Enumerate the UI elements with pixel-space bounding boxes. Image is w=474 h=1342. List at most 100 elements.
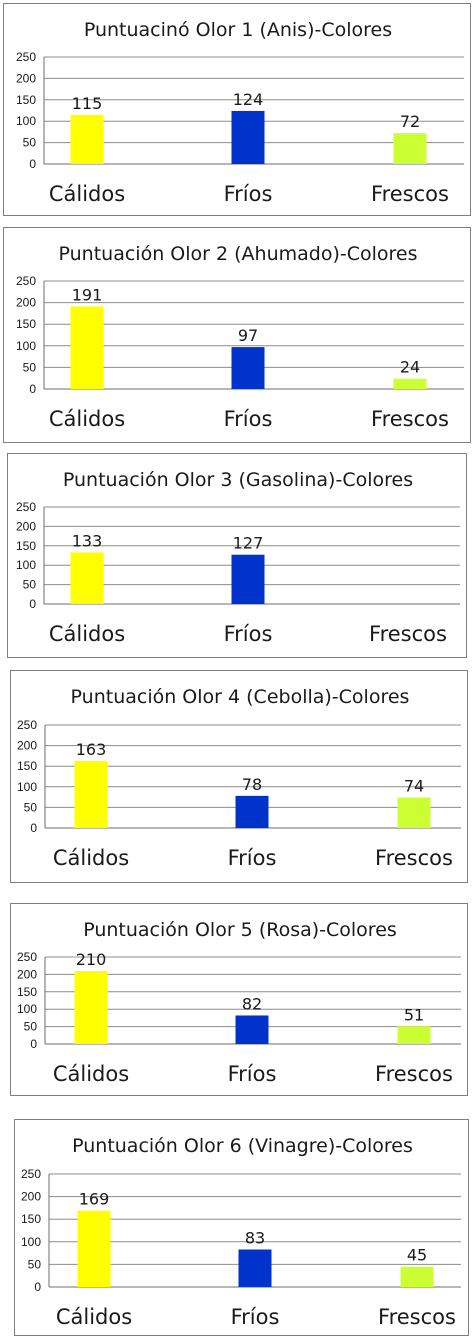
bar-0 [70, 114, 104, 164]
category-label: Fríos [224, 182, 273, 206]
y-tick-label: 150 [16, 539, 36, 553]
y-tick-label: 250 [17, 950, 37, 964]
y-tick-label: 150 [17, 985, 37, 999]
y-tick-label: 100 [16, 339, 36, 353]
category-label: Frescos [378, 1305, 456, 1329]
bar-1 [231, 347, 265, 389]
data-label: 82 [242, 994, 262, 1013]
y-tick-label: 100 [17, 1002, 37, 1016]
category-label: Fríos [231, 1305, 280, 1329]
data-label: 191 [72, 285, 103, 304]
data-label: 97 [238, 326, 258, 345]
bar-2 [397, 1026, 431, 1044]
y-tick-label: 150 [16, 317, 36, 331]
category-label: Cálidos [56, 1305, 132, 1329]
bar-chart: Puntuación Olor 6 (Vinagre)-Colores 0 50 10… [21, 1135, 461, 1329]
y-tick-label: 0 [30, 821, 37, 835]
y-tick-label: 50 [23, 360, 37, 374]
y-tick-label: 250 [16, 500, 36, 514]
y-tick-label: 200 [17, 967, 37, 981]
data-label: 169 [79, 1190, 110, 1209]
chart-title: Puntuación Olor 2 (Ahumado)-Colores [59, 243, 418, 265]
bar-1 [235, 1015, 269, 1044]
category-label: Cálidos [49, 622, 125, 646]
bar-1 [231, 554, 265, 604]
bar-0 [70, 306, 104, 389]
bar-0 [74, 760, 108, 828]
bar-0 [77, 1210, 111, 1287]
data-label: 210 [76, 950, 107, 969]
y-tick-label: 100 [16, 558, 36, 572]
y-tick-label: 50 [23, 578, 37, 592]
y-tick-label: 50 [24, 800, 38, 814]
category-label: Frescos [375, 1062, 453, 1086]
chart-title: Puntuación Olor 6 (Vinagre)-Colores [72, 1135, 413, 1157]
y-tick-label: 200 [16, 519, 36, 533]
data-label: 115 [72, 94, 103, 113]
y-tick-label: 0 [29, 382, 36, 396]
category-label: Cálidos [53, 1062, 129, 1086]
chart-title: Puntuacinó Olor 1 (Anis)-Colores [84, 19, 392, 41]
y-tick-label: 250 [16, 50, 36, 64]
bar-2 [400, 1266, 434, 1287]
category-label: Frescos [371, 407, 449, 431]
bar-2 [393, 133, 427, 164]
bar-chart: Puntuación Olor 3 (Gasolina)-Colores 0 50 1… [16, 469, 460, 646]
bar-0 [74, 970, 108, 1044]
y-tick-label: 0 [30, 1037, 37, 1051]
chart-title: Puntuación Olor 5 (Rosa)-Colores [83, 919, 397, 941]
category-label: Frescos [375, 846, 453, 870]
data-label: 45 [407, 1246, 427, 1265]
data-label: 51 [404, 1005, 424, 1024]
category-label: Frescos [369, 622, 447, 646]
bar-1 [231, 110, 265, 164]
bar-chart: Puntuación Olor 4 (Cebolla)-Colores 0 50 10… [17, 686, 461, 870]
y-tick-label: 100 [17, 780, 37, 794]
category-label: Frescos [371, 182, 449, 206]
y-tick-label: 0 [29, 157, 36, 171]
y-tick-label: 250 [16, 274, 36, 288]
y-tick-label: 200 [17, 739, 37, 753]
bar-0 [70, 552, 104, 604]
y-tick-label: 200 [16, 71, 36, 85]
y-tick-label: 0 [34, 1280, 41, 1294]
y-tick-label: 150 [16, 93, 36, 107]
y-tick-label: 200 [21, 1190, 41, 1204]
y-tick-label: 50 [23, 136, 37, 150]
chart-title: Puntuación Olor 3 (Gasolina)-Colores [63, 469, 413, 491]
chart-title: Puntuación Olor 4 (Cebolla)-Colores [71, 686, 410, 708]
y-tick-label: 200 [16, 296, 36, 310]
chart-panel: Puntuacinó Olor 1 (Anis)-Colores 0 50 100 15… [3, 3, 471, 216]
bar-2 [397, 797, 431, 828]
bar-2 [393, 378, 427, 389]
category-label: Cálidos [49, 407, 125, 431]
data-label: 133 [72, 531, 103, 550]
category-label: Cálidos [53, 846, 129, 870]
bar-1 [235, 795, 269, 828]
data-label: 24 [400, 358, 420, 377]
data-label: 74 [404, 777, 424, 796]
category-label: Cálidos [49, 182, 125, 206]
y-tick-label: 50 [24, 1020, 38, 1034]
chart-panel: Puntuación Olor 6 (Vinagre)-Colores 0 50 10… [14, 1119, 469, 1336]
y-tick-label: 250 [17, 718, 37, 732]
data-label: 127 [233, 534, 264, 553]
bar-chart: Puntuación Olor 5 (Rosa)-Colores 0 50 100 15… [17, 919, 461, 1086]
category-label: Fríos [228, 846, 277, 870]
data-label: 83 [245, 1228, 265, 1247]
chart-panel: Puntuación Olor 4 (Cebolla)-Colores 0 50 10… [10, 670, 468, 883]
y-tick-label: 50 [28, 1257, 42, 1271]
y-tick-label: 100 [21, 1235, 41, 1249]
y-tick-label: 150 [17, 759, 37, 773]
category-label: Fríos [224, 407, 273, 431]
data-label: 124 [233, 90, 264, 109]
bar-chart: Puntuacinó Olor 1 (Anis)-Colores 0 50 100 15… [16, 19, 464, 206]
category-label: Fríos [224, 622, 273, 646]
y-tick-label: 150 [21, 1212, 41, 1226]
bar-1 [238, 1249, 272, 1287]
chart-panel: Puntuación Olor 3 (Gasolina)-Colores 0 50 1… [7, 453, 467, 658]
bar-chart: Puntuación Olor 2 (Ahumado)-Colores 0 50 10… [16, 243, 464, 431]
data-label: 78 [242, 775, 262, 794]
data-label: 72 [400, 112, 420, 131]
y-tick-label: 100 [16, 114, 36, 128]
